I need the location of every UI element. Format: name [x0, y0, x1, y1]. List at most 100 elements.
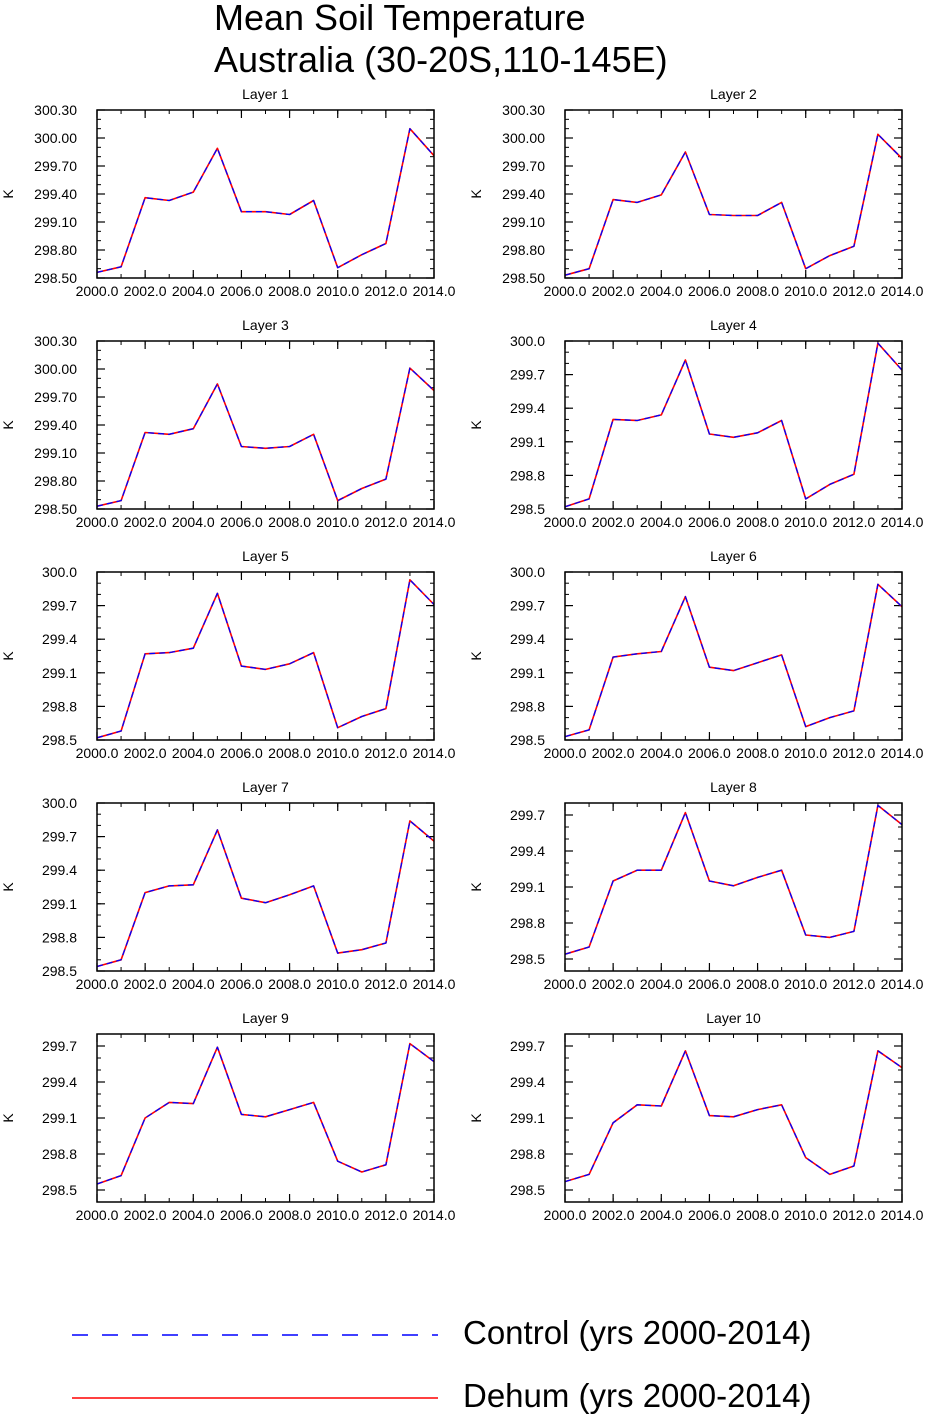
x-tick-label: 2000.0 — [544, 283, 587, 299]
x-tick-label: 2002.0 — [124, 1207, 167, 1223]
y-axis-label: K — [0, 1113, 16, 1123]
plot-frame — [96, 571, 435, 741]
x-tick-label: 2008.0 — [736, 514, 779, 530]
x-tick-label: 2010.0 — [316, 1207, 359, 1223]
panel-layer-6: Layer 6 K 2000.0 2002.0 2004.0 2006.0 2008.0 20… — [468, 548, 924, 761]
x-tick-label: 2002.0 — [124, 745, 167, 761]
panel-title: Layer 5 — [242, 548, 289, 564]
panel-layer-2: Layer 2 K 2000.0 2002.0 2004.0 2006.0 2008.0 20… — [468, 86, 924, 299]
panel-title: Layer 9 — [242, 1010, 289, 1026]
x-tick-label: 2008.0 — [268, 514, 311, 530]
y-tick-label: 299.4 — [510, 843, 545, 859]
x-tick-label: 2014.0 — [881, 745, 924, 761]
x-tick-label: 2004.0 — [172, 514, 215, 530]
x-tick-label: 2002.0 — [124, 976, 167, 992]
x-tick-label: 2002.0 — [592, 745, 635, 761]
series-line-dehum — [564, 583, 903, 738]
y-tick-label: 300.0 — [42, 795, 77, 811]
x-tick-label: 2002.0 — [124, 514, 167, 530]
y-tick-label: 298.8 — [510, 1146, 545, 1162]
y-tick-label: 300.30 — [502, 102, 545, 118]
x-tick-label: 2000.0 — [544, 745, 587, 761]
panel-layer-9: Layer 9 K 2000.0 2002.0 2004.0 2006.0 2008.0 20… — [0, 1010, 456, 1223]
y-tick-label: 299.7 — [510, 598, 545, 614]
y-axis-label: K — [468, 189, 484, 199]
x-tick-label: 2012.0 — [832, 514, 875, 530]
y-tick-label: 299.4 — [510, 1074, 545, 1090]
y-tick-label: 298.5 — [510, 1182, 545, 1198]
x-tick-label: 2006.0 — [220, 745, 263, 761]
panel-title: Layer 10 — [706, 1010, 761, 1026]
series-line-control — [564, 1050, 903, 1183]
x-tick-label: 2002.0 — [592, 1207, 635, 1223]
series-line-dehum — [564, 342, 903, 508]
x-tick-label: 2012.0 — [364, 283, 407, 299]
x-tick-label: 2014.0 — [413, 283, 456, 299]
y-tick-label: 299.70 — [34, 158, 77, 174]
x-tick-label: 2004.0 — [640, 283, 683, 299]
panel-title: Layer 2 — [710, 86, 757, 102]
x-tick-label: 2004.0 — [640, 745, 683, 761]
y-tick-label: 300.0 — [510, 564, 545, 580]
y-tick-label: 299.7 — [42, 598, 77, 614]
plot-frame — [96, 109, 435, 279]
y-tick-label: 300.30 — [34, 333, 77, 349]
y-tick-label: 298.8 — [42, 1146, 77, 1162]
x-tick-label: 2008.0 — [268, 283, 311, 299]
y-tick-label: 299.7 — [42, 829, 77, 845]
x-tick-label: 2010.0 — [784, 1207, 827, 1223]
x-tick-label: 2006.0 — [220, 514, 263, 530]
legend-label-dehum: Dehum (yrs 2000-2014) — [463, 1377, 812, 1414]
x-tick-label: 2004.0 — [640, 1207, 683, 1223]
y-tick-label: 298.50 — [34, 270, 77, 286]
x-tick-label: 2000.0 — [76, 514, 119, 530]
series-line-control — [564, 583, 903, 738]
plot-frame — [564, 340, 903, 510]
y-tick-label: 299.10 — [34, 445, 77, 461]
x-tick-label: 2004.0 — [172, 745, 215, 761]
y-tick-label: 299.40 — [502, 186, 545, 202]
y-tick-label: 299.4 — [510, 631, 545, 647]
panel-layer-4: Layer 4 K 2000.0 2002.0 2004.0 2006.0 2008.0 20… — [468, 317, 924, 530]
series-line-control — [564, 804, 903, 955]
x-tick-label: 2000.0 — [544, 976, 587, 992]
y-tick-label: 298.80 — [502, 242, 545, 258]
x-tick-label: 2000.0 — [76, 283, 119, 299]
x-tick-label: 2006.0 — [688, 283, 731, 299]
x-tick-label: 2014.0 — [881, 1207, 924, 1223]
x-tick-label: 2004.0 — [172, 976, 215, 992]
plot-frame — [564, 802, 903, 972]
y-tick-label: 298.8 — [510, 467, 545, 483]
series-line-control — [564, 342, 903, 508]
x-tick-label: 2012.0 — [832, 1207, 875, 1223]
x-tick-label: 2008.0 — [268, 745, 311, 761]
panel-layer-7: Layer 7 K 2000.0 2002.0 2004.0 2006.0 2008.0 20… — [0, 779, 456, 992]
y-tick-label: 298.5 — [42, 1182, 77, 1198]
x-tick-label: 2014.0 — [881, 976, 924, 992]
y-axis-label: K — [0, 651, 16, 661]
legend-group — [72, 1334, 438, 1399]
panel-layer-10: Layer 10 K 2000.0 2002.0 2004.0 2006.0 2008.0 2… — [468, 1010, 924, 1223]
y-tick-label: 298.8 — [510, 915, 545, 931]
y-axis-label: K — [0, 420, 16, 430]
y-tick-label: 299.1 — [510, 879, 545, 895]
y-tick-label: 299.1 — [510, 434, 545, 450]
x-tick-label: 2004.0 — [172, 283, 215, 299]
series-line-dehum — [96, 127, 435, 274]
x-tick-label: 2002.0 — [124, 283, 167, 299]
plot-frame — [564, 1033, 903, 1203]
x-tick-label: 2010.0 — [316, 283, 359, 299]
x-tick-label: 2008.0 — [736, 1207, 779, 1223]
series-line-control — [564, 133, 903, 276]
x-tick-label: 2000.0 — [76, 745, 119, 761]
y-tick-label: 300.00 — [34, 361, 77, 377]
y-tick-label: 299.4 — [510, 400, 545, 416]
x-tick-label: 2004.0 — [640, 514, 683, 530]
y-tick-label: 298.50 — [502, 270, 545, 286]
series-line-control — [96, 820, 435, 968]
x-tick-label: 2006.0 — [688, 976, 731, 992]
figure-title-line-2: Australia (30-20S,110-145E) — [214, 39, 668, 80]
x-tick-label: 2006.0 — [688, 745, 731, 761]
x-tick-label: 2008.0 — [736, 283, 779, 299]
